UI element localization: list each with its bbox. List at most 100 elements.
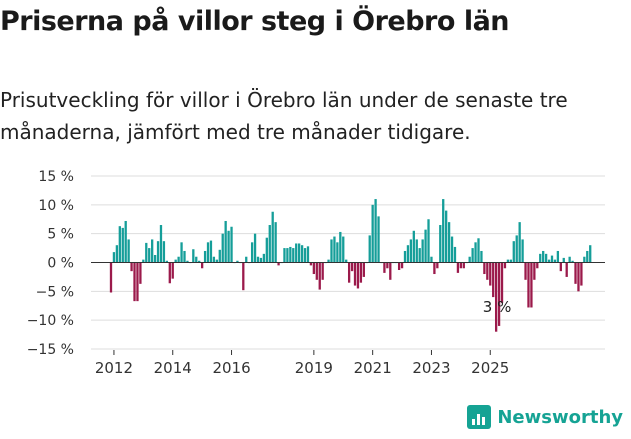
bar xyxy=(439,225,442,263)
bar xyxy=(151,239,154,263)
x-tick-label: 2014 xyxy=(154,359,192,375)
bar xyxy=(298,243,301,263)
bar xyxy=(133,262,136,302)
bar xyxy=(277,262,280,266)
bar xyxy=(206,242,210,263)
bar xyxy=(397,262,401,270)
bar xyxy=(462,262,465,269)
bar xyxy=(386,262,389,269)
bar xyxy=(412,230,415,263)
bar xyxy=(339,231,342,263)
bar xyxy=(198,260,201,263)
bar xyxy=(259,257,263,263)
bar xyxy=(245,256,248,263)
bar xyxy=(139,262,142,284)
bar xyxy=(274,222,277,263)
bar xyxy=(115,245,119,263)
bar xyxy=(362,262,365,277)
bar xyxy=(318,262,321,290)
bar xyxy=(227,230,230,263)
bar xyxy=(536,262,539,269)
x-tick-label: 2023 xyxy=(412,359,450,375)
bars xyxy=(91,199,605,332)
bar xyxy=(415,239,418,263)
bar xyxy=(562,257,565,263)
y-tick-label: 0 % xyxy=(47,256,74,272)
bar xyxy=(124,220,127,263)
x-tick-label: 2021 xyxy=(354,359,392,375)
y-tick-label: 10 % xyxy=(38,198,74,214)
bar xyxy=(295,243,298,263)
bar xyxy=(497,262,501,326)
bar xyxy=(553,259,557,263)
bar xyxy=(118,226,121,263)
bar xyxy=(447,222,451,263)
bar xyxy=(336,242,339,263)
bar xyxy=(556,250,560,263)
x-tick-label: 2025 xyxy=(471,359,509,375)
bar xyxy=(203,250,207,263)
bar xyxy=(195,256,198,263)
bar xyxy=(518,222,521,263)
bar xyxy=(250,242,254,263)
bar xyxy=(436,262,439,269)
bar xyxy=(383,262,386,273)
bar xyxy=(403,250,407,263)
bar xyxy=(544,253,548,263)
bar xyxy=(489,262,492,286)
bar xyxy=(353,262,357,286)
bar xyxy=(162,241,166,263)
bar xyxy=(347,262,351,283)
bar xyxy=(224,220,227,263)
bar xyxy=(359,262,363,283)
bar xyxy=(230,226,233,263)
bar xyxy=(559,262,562,272)
bar xyxy=(421,239,424,263)
bar xyxy=(242,262,245,291)
bar xyxy=(212,256,216,263)
bar xyxy=(433,262,436,275)
bar xyxy=(306,246,310,263)
bar xyxy=(515,235,518,263)
last-value-annotation: 3 % xyxy=(483,298,512,316)
bar xyxy=(409,239,413,263)
bar xyxy=(474,242,477,263)
x-tick-label: 2012 xyxy=(95,359,133,375)
bar xyxy=(112,252,116,263)
bar xyxy=(286,248,289,263)
bar xyxy=(424,229,427,263)
bar xyxy=(192,249,195,263)
y-tick-label: −10 % xyxy=(27,313,74,329)
bar xyxy=(406,245,410,263)
bar xyxy=(450,236,454,263)
bar xyxy=(153,255,157,263)
bar xyxy=(533,262,536,280)
bar xyxy=(468,256,471,263)
bar xyxy=(483,262,486,275)
bar xyxy=(442,199,445,263)
bar xyxy=(494,262,498,332)
bar xyxy=(539,253,542,263)
bar xyxy=(321,262,324,280)
bar xyxy=(262,253,266,263)
brand-logo: Newsworthy xyxy=(467,405,623,429)
bar xyxy=(183,250,186,263)
bar xyxy=(371,204,374,263)
bar xyxy=(580,262,583,286)
bar xyxy=(109,262,113,293)
bar xyxy=(159,225,163,263)
bar xyxy=(500,262,504,303)
bar xyxy=(315,262,318,280)
bar xyxy=(542,250,545,263)
bar xyxy=(148,248,151,263)
annotations: 3 % xyxy=(483,298,512,316)
bar xyxy=(480,250,483,263)
bar xyxy=(427,219,430,263)
bar xyxy=(168,262,171,284)
bar xyxy=(283,248,286,263)
bar xyxy=(142,259,145,263)
bar xyxy=(345,259,348,263)
bar xyxy=(589,245,592,263)
bar xyxy=(453,246,457,263)
bar xyxy=(165,260,169,263)
